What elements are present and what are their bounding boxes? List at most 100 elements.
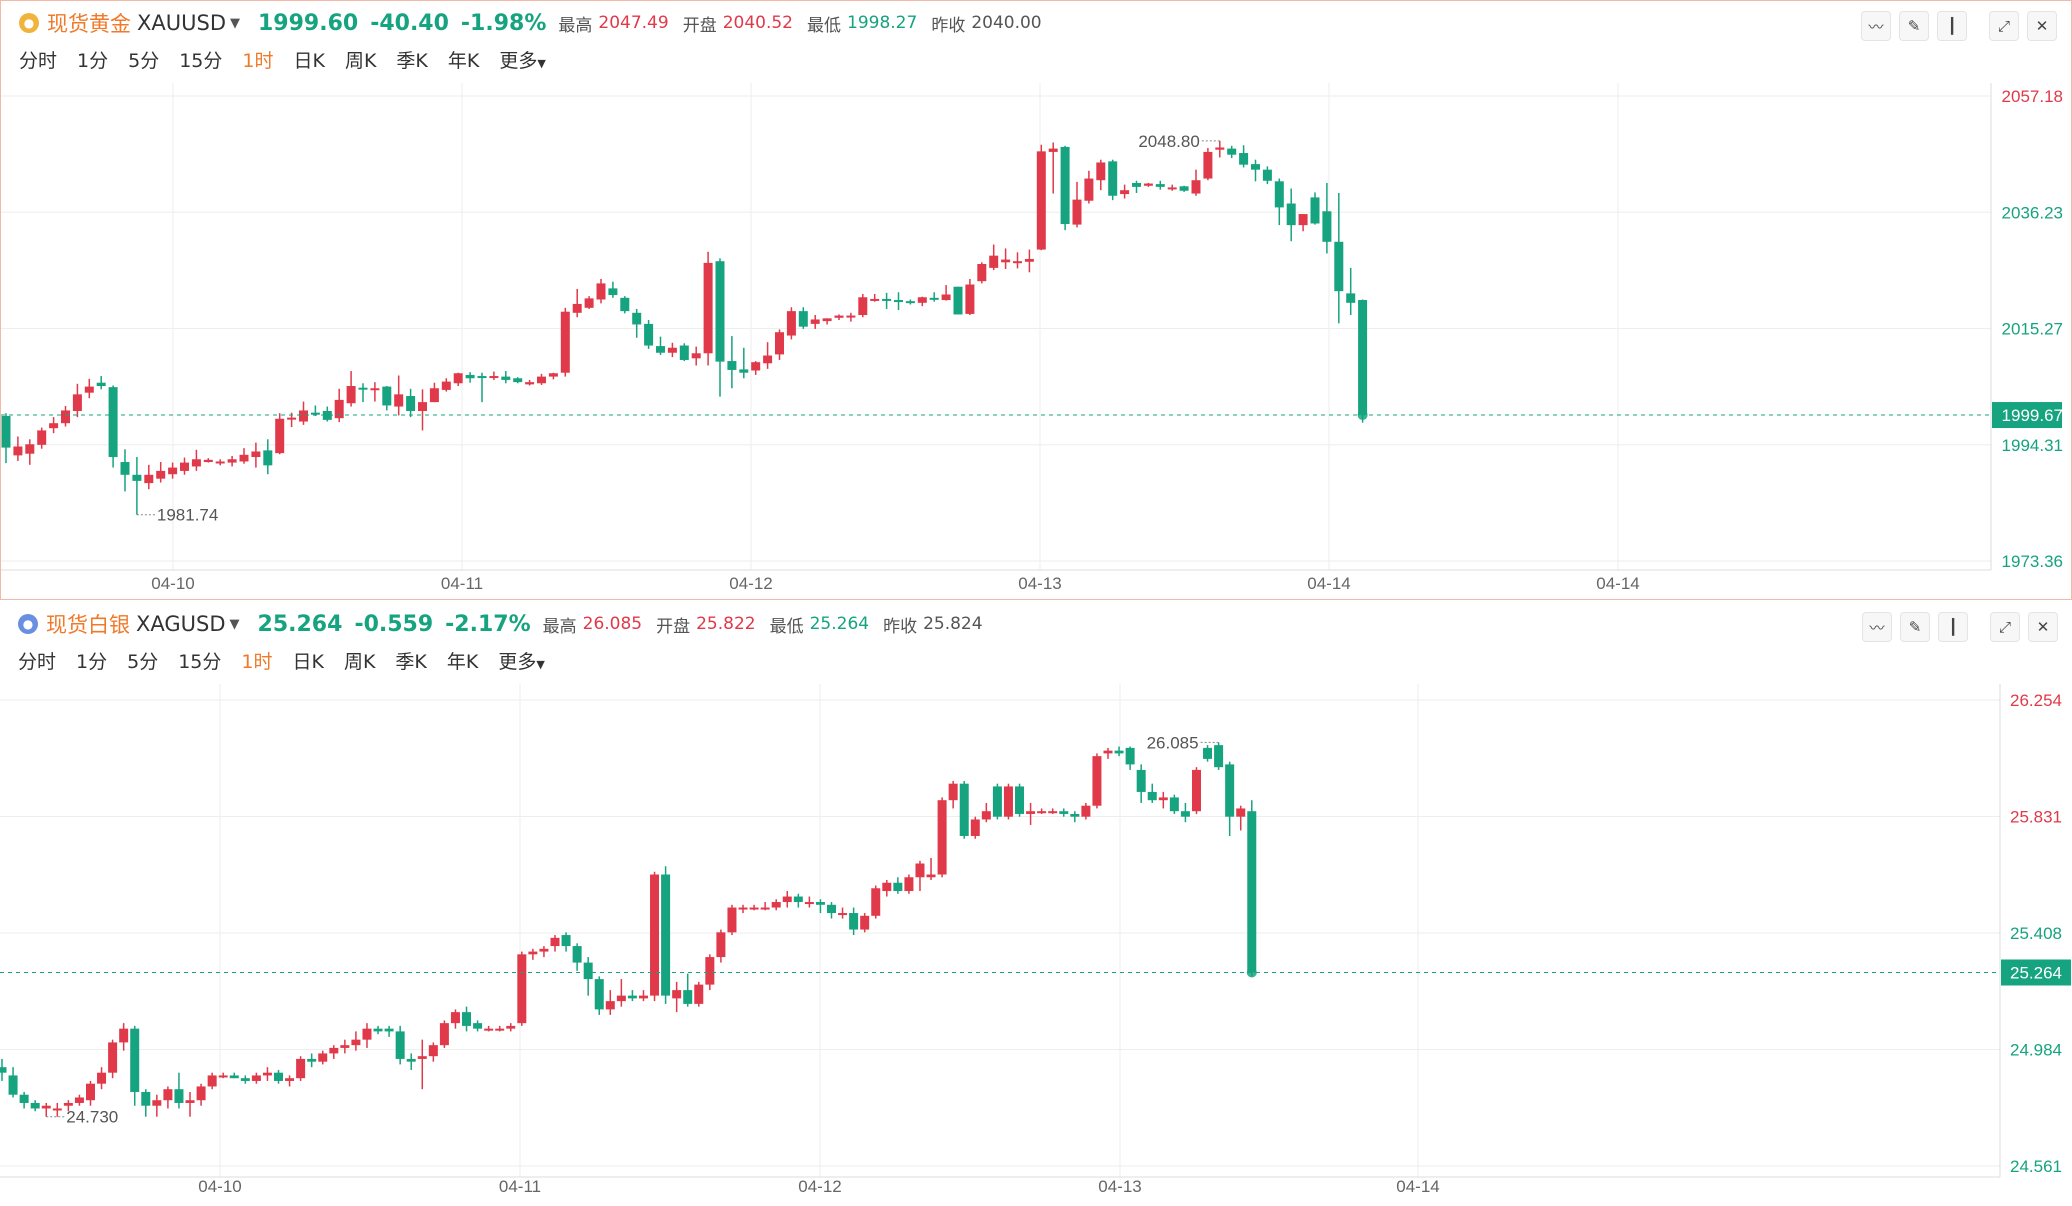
x-tick-label: 04-10 (151, 574, 194, 593)
tab-period[interactable]: 季K (395, 650, 427, 673)
x-tick-label: 04-11 (441, 574, 483, 593)
price-change: -40.40 (370, 10, 449, 36)
tab-period[interactable]: 年K (446, 650, 479, 673)
close-icon[interactable]: ✕ (2027, 11, 2057, 41)
tab-period[interactable]: 周K (344, 49, 377, 72)
candle-body (749, 907, 759, 910)
candle-body (340, 1045, 350, 1048)
candle-body (141, 1091, 151, 1106)
min-label: 24.730 (66, 1108, 118, 1127)
tab-more[interactable]: 更多▼ (498, 647, 544, 674)
x-tick-label: 04-12 (729, 574, 772, 593)
candle-body (74, 1097, 84, 1103)
tab-period[interactable]: 1分 (76, 650, 108, 673)
instrument-symbol[interactable]: XAUUSD (137, 11, 226, 35)
gold-chart-panel: ● 现货黄金 XAUUSD ▼ 1999.60 -40.40 -1.98% 最高… (0, 0, 2072, 600)
candle-body (370, 388, 380, 391)
close-icon[interactable]: ✕ (2028, 612, 2058, 642)
candle-body (1136, 769, 1146, 792)
tab-period[interactable]: 15分 (178, 650, 222, 673)
tab-period[interactable]: 季K (396, 49, 428, 72)
price-change: -0.559 (354, 611, 434, 637)
tab-period[interactable]: 分时 (19, 49, 58, 72)
candle-body (904, 877, 914, 892)
candle-body (793, 896, 803, 903)
candle-body (871, 888, 881, 916)
candle-body (926, 874, 936, 878)
candle-body (484, 1028, 494, 1031)
candle-body (1346, 293, 1356, 303)
silver-candlestick-chart[interactable]: 26.254 25.831 25.408 24.984 24.561 04-10 04-11… (0, 684, 2072, 1206)
chevron-down-icon[interactable]: ▼ (229, 616, 240, 632)
candle-body (1108, 161, 1118, 196)
candle-body (528, 951, 538, 955)
candle-body (1024, 258, 1034, 262)
expand-icon[interactable]: ⤢ (1990, 612, 2020, 642)
candle-body (691, 353, 701, 359)
y-tick-label: 24.984 (2010, 1041, 2062, 1060)
tab-period-active[interactable]: 1时 (241, 650, 273, 673)
candle-body (1114, 750, 1124, 754)
candle-body (1048, 148, 1058, 152)
y-tick-label: 24.561 (2010, 1157, 2062, 1176)
candle-body (1251, 164, 1260, 170)
candle-body (539, 948, 549, 952)
high-label: 最高 (558, 15, 593, 36)
candle-body (63, 1102, 73, 1106)
tab-period[interactable]: 日K (292, 650, 324, 673)
candle-body (683, 990, 693, 1004)
instrument-symbol[interactable]: XAGUSD (136, 612, 226, 636)
tab-period[interactable]: 5分 (128, 49, 160, 72)
y-tick-label: 1994.31 (2002, 436, 2063, 455)
candle-body (525, 382, 535, 385)
candle-style-icon[interactable]: ┃ (1938, 612, 1968, 642)
high-label: 最高 (542, 616, 577, 637)
tab-period-active[interactable]: 1时 (242, 49, 274, 72)
candle-body (334, 399, 344, 419)
candle-body (1179, 186, 1189, 191)
low-label: 最低 (769, 616, 804, 637)
candle-body (49, 423, 59, 429)
candle-style-icon[interactable]: ┃ (1937, 11, 1967, 41)
prev-close-label: 昨收 (883, 616, 918, 637)
candle-body (786, 311, 796, 336)
candle-body (174, 1089, 184, 1103)
draw-icon[interactable]: ✎ (1899, 11, 1929, 41)
tab-more[interactable]: 更多▼ (499, 46, 545, 73)
candle-body (152, 1100, 162, 1106)
candle-body (8, 1075, 18, 1095)
last-price-label: 25.264 (2010, 963, 2062, 982)
max-label: 26.085 (1147, 733, 1199, 752)
candle-body (953, 286, 963, 315)
candle-body (19, 1094, 29, 1103)
candle-body (1, 415, 11, 448)
tab-period[interactable]: 年K (447, 49, 480, 72)
instrument-name[interactable]: 现货白银 (46, 613, 130, 637)
y-tick-label: 2015.27 (2002, 320, 2063, 339)
tab-period[interactable]: 周K (343, 650, 376, 673)
candle-body (1239, 153, 1249, 165)
gold-candlestick-chart[interactable]: 2057.18 2036.23 2015.27 1994.31 1973.36 04-10… (1, 83, 2071, 599)
x-tick-label: 04-13 (1098, 1177, 1141, 1196)
candle-body (992, 786, 1002, 817)
tab-period[interactable]: 分时 (18, 650, 57, 673)
indicator-icon[interactable]: 〰 (1862, 612, 1892, 642)
chevron-down-icon[interactable]: ▼ (230, 15, 240, 31)
draw-icon[interactable]: ✎ (1900, 612, 1930, 642)
indicator-icon[interactable]: 〰 (1861, 11, 1891, 41)
tab-period[interactable]: 日K (293, 49, 325, 72)
expand-icon[interactable]: ⤢ (1989, 11, 2019, 41)
candle-body (251, 1075, 261, 1081)
candle-body (239, 454, 249, 462)
last-price: 1999.60 (258, 10, 359, 36)
candle-body (130, 1028, 140, 1092)
tab-period[interactable]: 5分 (127, 650, 159, 673)
candle-body (905, 301, 915, 304)
candle-body (644, 323, 654, 346)
min-label: 1981.74 (157, 506, 218, 525)
instrument-name[interactable]: 现货黄金 (47, 12, 131, 36)
candle-body (616, 995, 626, 1002)
tab-period[interactable]: 1分 (77, 49, 109, 72)
tab-period[interactable]: 15分 (179, 49, 223, 72)
candle-body (804, 902, 814, 905)
